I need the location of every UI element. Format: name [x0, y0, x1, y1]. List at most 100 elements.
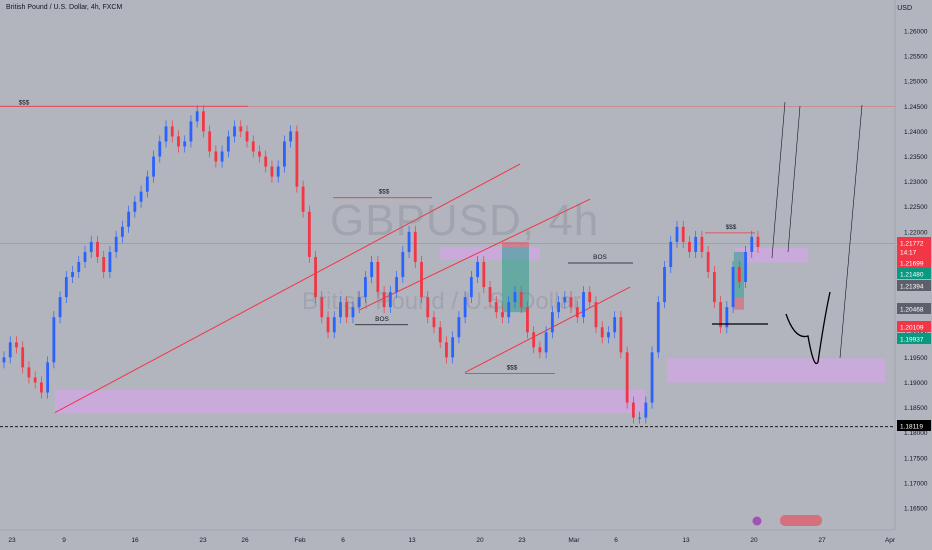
candle-body: [189, 121, 193, 142]
price-tick-label: 1.23000: [904, 179, 928, 186]
candle-body: [451, 337, 455, 358]
candle-body: [663, 266, 666, 303]
price-label-box: [897, 280, 931, 291]
time-tick-label: 23: [199, 537, 207, 544]
candle-body: [750, 236, 754, 252]
candle-body: [631, 402, 635, 418]
candle-body: [706, 251, 710, 273]
candle-body: [401, 251, 405, 278]
candle-body: [77, 261, 81, 273]
position-stop-box: [734, 298, 744, 310]
candle-body: [656, 302, 660, 353]
candle-body: [426, 297, 430, 318]
candle-body: [58, 297, 62, 318]
candle-body: [413, 231, 417, 262]
candle-body: [575, 307, 579, 318]
time-tick-label: 27: [818, 537, 826, 544]
chart-title: British Pound / U.S. Dollar, 4h, FXCM: [6, 4, 123, 11]
candle-body: [276, 166, 280, 177]
price-tick-label: 1.22500: [904, 204, 928, 211]
liquidity-label: $$$: [19, 99, 30, 106]
candle-body: [251, 141, 255, 152]
price-tick-label: 1.25000: [904, 79, 928, 86]
candle-body: [526, 307, 529, 333]
candle-body: [395, 277, 398, 293]
candle-body: [557, 302, 560, 313]
price-label-box: [897, 333, 931, 344]
candle-body: [21, 347, 25, 368]
candle-body: [432, 317, 436, 328]
candle-body: [220, 151, 224, 162]
price-tick-label: 1.18500: [904, 405, 928, 412]
price-label: 1.20468: [900, 307, 924, 314]
candle-body: [688, 241, 691, 252]
candle-body: [407, 231, 411, 252]
candle-body: [382, 292, 386, 308]
price-tick-label: 1.19000: [904, 380, 928, 387]
candle-body: [71, 272, 74, 278]
candle-body: [507, 302, 511, 318]
price-label-box: [897, 303, 931, 314]
price-label: 1.21699: [900, 261, 924, 268]
candle-body: [108, 251, 112, 273]
supply-demand-zone: [440, 246, 540, 260]
position-stop-box: [502, 241, 529, 247]
supply-demand-zone: [55, 390, 645, 414]
economic-events-icon: [780, 515, 822, 526]
candle-body: [538, 347, 542, 353]
candle-body: [457, 317, 461, 338]
candle-body: [438, 327, 442, 343]
candle-body: [283, 141, 286, 167]
price-label: 1.20109: [900, 325, 924, 332]
candle-body: [202, 111, 205, 132]
candle-body: [27, 367, 31, 378]
trendline: [359, 198, 591, 311]
price-label-box: [897, 420, 931, 431]
candle-body: [445, 342, 448, 358]
candle-body: [501, 312, 504, 318]
candle-body: [607, 332, 610, 338]
trendline: [464, 286, 631, 373]
candle-body: [245, 131, 249, 142]
candle-body: [463, 297, 467, 318]
time-tick-label: 23: [8, 537, 16, 544]
time-tick-label: 6: [614, 537, 618, 544]
candle-body: [675, 226, 679, 242]
bos-label: BOS: [593, 254, 607, 261]
candle-body: [582, 292, 585, 318]
price-label: 1.21394: [900, 284, 924, 291]
time-tick-label: 20: [476, 537, 484, 544]
candle-body: [532, 332, 536, 348]
price-tick-label: 1.17500: [904, 455, 928, 462]
candle-body: [650, 352, 654, 403]
candle-body: [64, 277, 68, 298]
candle-body: [756, 236, 760, 247]
candle-body: [351, 307, 355, 318]
price-tick-label: 1.23500: [904, 154, 928, 161]
time-tick-label: 9: [62, 537, 66, 544]
candle-body: [33, 377, 37, 383]
time-tick-label: 20: [750, 537, 758, 544]
candle-body: [195, 111, 199, 122]
time-tick-label: 16: [131, 537, 139, 544]
price-tick-label: 1.17000: [904, 480, 928, 487]
time-tick-label: 6: [341, 537, 345, 544]
candle-body: [376, 261, 380, 293]
candle-body: [744, 251, 747, 283]
candle-body: [83, 251, 87, 262]
candle-body: [625, 352, 629, 403]
liquidity-label: $$$: [379, 189, 390, 196]
projected-path-drawing: [785, 291, 831, 365]
price-tick-label: 1.26000: [904, 29, 928, 36]
candle-body: [712, 272, 716, 303]
time-tick-label: 13: [682, 537, 690, 544]
price-tick-label: 1.19500: [904, 355, 928, 362]
price-label-box: [897, 237, 931, 248]
candle-body: [226, 136, 230, 152]
candle-body: [89, 241, 93, 252]
bos-label: BOS: [375, 316, 389, 323]
trendline: [54, 163, 521, 414]
candle-body: [127, 211, 131, 227]
